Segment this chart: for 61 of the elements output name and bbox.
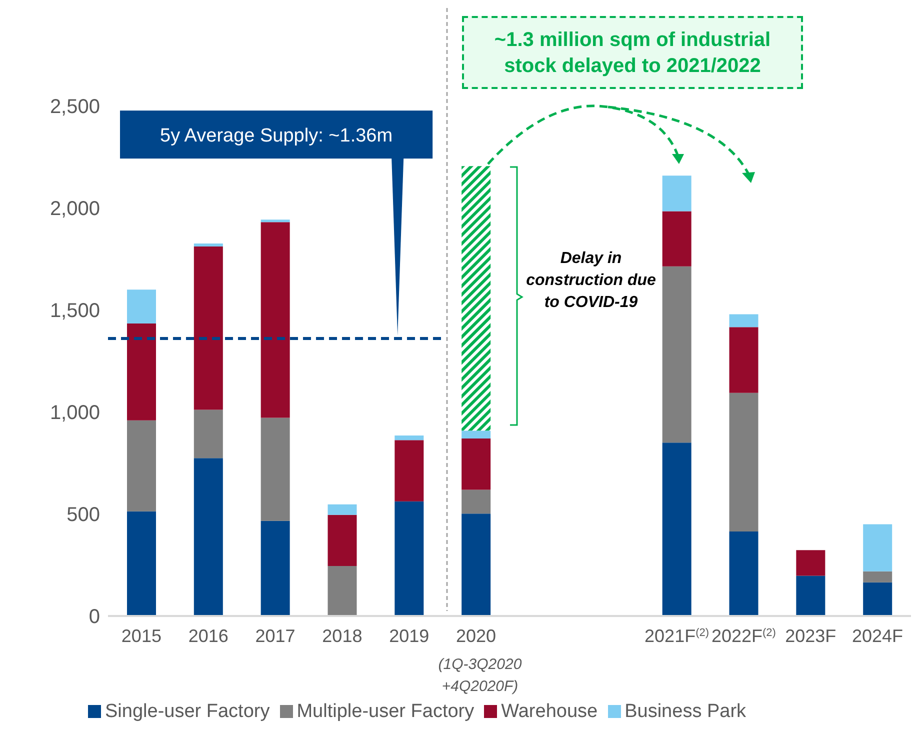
x-tick-label: 2021F$^{(2)}$: [644, 626, 710, 646]
bar: [260, 520, 290, 616]
bar: [729, 314, 758, 328]
bar: [729, 392, 758, 532]
bar: [863, 582, 892, 616]
bar: [863, 571, 892, 582]
bar: [662, 442, 692, 616]
bar: [729, 327, 758, 393]
bar: [796, 550, 826, 576]
x-tick-label: 2016: [188, 626, 228, 646]
ref-line-label: 5y Average Supply: ~1.36m: [160, 126, 393, 147]
legend-label: Warehouse: [501, 701, 598, 722]
y-tick-label: 500: [66, 504, 100, 526]
bar: [194, 246, 223, 410]
bar: [394, 501, 424, 616]
x-tick-label: 2017: [255, 626, 296, 646]
bar: [462, 514, 491, 616]
x-tick-label: 2020: [456, 626, 496, 646]
x-tick-label: 2018: [322, 626, 362, 646]
text: (1Q-3Q2020 +4Q2020F): [437, 655, 523, 697]
bar: [260, 418, 290, 521]
legend-label: Multiple-user Factory: [296, 701, 474, 722]
bar: [462, 430, 491, 439]
bar: [127, 323, 156, 420]
bar: [127, 290, 156, 324]
y-tick-label: 2,500: [50, 96, 100, 118]
bar: [328, 566, 357, 616]
bar: [462, 438, 491, 490]
callout-box: 5y Average Supply: ~1.36m: [120, 110, 433, 336]
bar: [394, 435, 424, 440]
x-tick-label: 2023F: [785, 626, 836, 646]
y-tick-label: 1,500: [50, 300, 100, 322]
x-tick-label: 2022F$^{(2)}$: [711, 626, 776, 646]
bar: [462, 490, 491, 514]
bar: [662, 211, 692, 266]
bar: [127, 420, 156, 512]
legend-label: Business Park: [624, 701, 746, 722]
bar: [194, 243, 223, 247]
bar: [394, 440, 424, 502]
legend-label: Single-user Factory: [105, 701, 270, 722]
bar: [127, 511, 156, 616]
x-tick-label: 2024F: [852, 626, 904, 646]
bar: [662, 176, 692, 212]
y-tick-label: 1,000: [50, 402, 100, 424]
bar: [662, 266, 692, 443]
y-tick-label: 0: [88, 606, 100, 628]
x-tick-label: 2019: [389, 626, 430, 646]
text: ~1.3 million sqm of industrial stock delayed to 2021/2022: [462, 16, 803, 89]
bar: [462, 166, 491, 431]
annotation: Delay in construction due to COVID-19: [525, 249, 657, 313]
bar: [260, 220, 290, 222]
bar: [796, 576, 826, 616]
bar: [194, 458, 223, 616]
bar: [260, 222, 290, 418]
bar: [328, 514, 357, 566]
bar: [863, 524, 892, 572]
x-tick-label: 2015: [121, 626, 162, 646]
bar: [194, 410, 223, 458]
y-tick-label: 2,000: [50, 198, 100, 220]
bar: [729, 532, 758, 616]
bar: [328, 504, 357, 515]
